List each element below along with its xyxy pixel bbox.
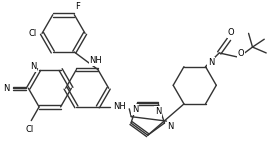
Text: O: O [228, 28, 234, 37]
Text: N: N [30, 62, 36, 71]
Text: N: N [208, 58, 215, 67]
Text: Cl: Cl [25, 125, 33, 134]
Text: N: N [4, 84, 10, 93]
Text: Cl: Cl [28, 29, 36, 38]
Text: N: N [167, 122, 174, 132]
Text: N: N [155, 107, 161, 116]
Text: NH: NH [113, 102, 126, 111]
Text: N: N [132, 105, 139, 114]
Text: O: O [237, 49, 244, 58]
Text: F: F [75, 2, 80, 11]
Text: NH: NH [89, 56, 102, 65]
